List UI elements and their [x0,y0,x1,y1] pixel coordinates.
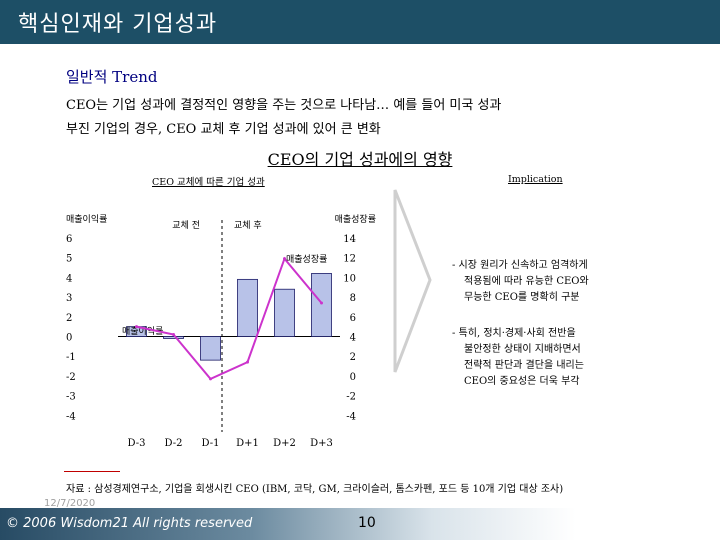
title-bar: 핵심인재와 기업성과 [0,0,720,44]
bar-D+2 [274,288,295,337]
footer-date: 12/7/2020 [44,498,96,509]
period-label-before: 교체 전 [172,220,200,231]
category-label: D-2 [165,438,183,449]
category-label: D-3 [128,438,146,449]
line-series-label: 매출성장률 [286,254,327,265]
right-tick-label: 4 [350,333,356,344]
left-tick-label: 6 [66,234,72,245]
right-tick-label: 12 [343,254,356,265]
body-line-1: CEO는 기업 성과에 결정적인 영향을 주는 것으로 나타남… 예를 들어 미… [66,98,502,113]
left-tick-label: 0 [66,333,72,344]
bar-D+3 [311,273,332,337]
bar-D+1 [237,278,258,337]
implication-1-line-3: 무능한 CEO를 명확히 구분 [464,292,580,303]
line-point-D+3 [320,301,323,305]
right-tick-label: 8 [350,293,356,304]
right-tick-label: 2 [350,352,356,363]
implication-1: - 시장 원리가 신속하고 엄격하게 적용됨에 따라 유능한 CEO와 무능한 … [452,258,589,306]
bar-series-label: 매출이익률 [122,325,163,337]
right-tick-label: 14 [343,234,356,245]
right-tick-label: 0 [350,372,356,383]
source-rule [64,471,120,472]
left-tick-label: -2 [66,372,76,383]
left-tick-label: -3 [66,392,76,403]
line-point-D-1 [209,377,212,381]
implication-2-line-3: 전략적 판단과 결단을 내리는 [464,360,584,371]
left-tick-label: 3 [66,293,72,304]
period-label-after: 교체 후 [234,220,262,231]
bar-D-1 [200,336,221,361]
transition-arrow [393,189,432,373]
implication-1-line-2: 적용됨에 따라 유능한 CEO와 [464,276,589,287]
category-label: D+3 [310,438,333,449]
line-point-D+2 [283,257,286,261]
implication-2: - 특히, 정치·경제·사회 전반을 불안정한 상태이 지배하면서 전략적 판단… [452,326,584,390]
right-tick-label: 10 [343,273,356,284]
slide-title: 핵심인재와 기업성과 [18,12,218,37]
category-label: D+2 [273,438,296,449]
right-tick-label: -4 [346,411,356,422]
page-number: 10 [358,515,376,531]
center-title: CEO의 기업 성과에의 영향 [0,146,720,170]
left-tick-label: 2 [66,313,72,324]
category-label: D+1 [236,438,259,449]
right-axis-title: 매출성장률 [335,214,376,225]
category-label: D-1 [202,438,220,449]
line-point-D-2 [172,333,175,337]
implication-2-line-1: - 특히, 정치·경제·사회 전반을 [452,328,576,339]
right-tick-label: 6 [350,313,356,324]
right-tick-label: -2 [346,392,356,403]
implication-label: Implication [508,174,563,185]
body-line-2: 부진 기업의 경우, CEO 교체 후 기업 성과에 있어 큰 변화 [66,122,381,137]
left-tick-label: 4 [66,273,72,284]
left-tick-label: 5 [66,254,72,265]
center-title-text: CEO의 기업 성과에의 영향 [267,150,453,169]
bar-D-2 [163,336,184,339]
implication-2-line-4: CEO의 중요성은 더욱 부각 [464,376,580,387]
line-point-D+1 [246,360,249,364]
chart-caption: CEO 교체에 따른 기업 성과 [152,177,265,188]
line-point-D-3 [135,325,138,329]
implication-2-line-2: 불안정한 상태이 지배하면서 [464,344,581,355]
left-axis-title: 매출이익률 [66,213,107,225]
footer-bar [0,508,720,540]
implication-1-line-1: - 시장 원리가 신속하고 엄격하게 [452,260,588,271]
line-series [136,256,323,381]
subheading: 일반적 Trend [66,68,158,86]
source-note: 자료 : 삼성경제연구소, 기업을 회생시킨 CEO (IBM, 코닥, GM,… [66,484,564,495]
left-tick-label: -4 [66,411,76,422]
footer-copyright: © 2006 Wisdom21 All rights reserved [6,516,253,531]
left-tick-label: -1 [66,352,76,363]
